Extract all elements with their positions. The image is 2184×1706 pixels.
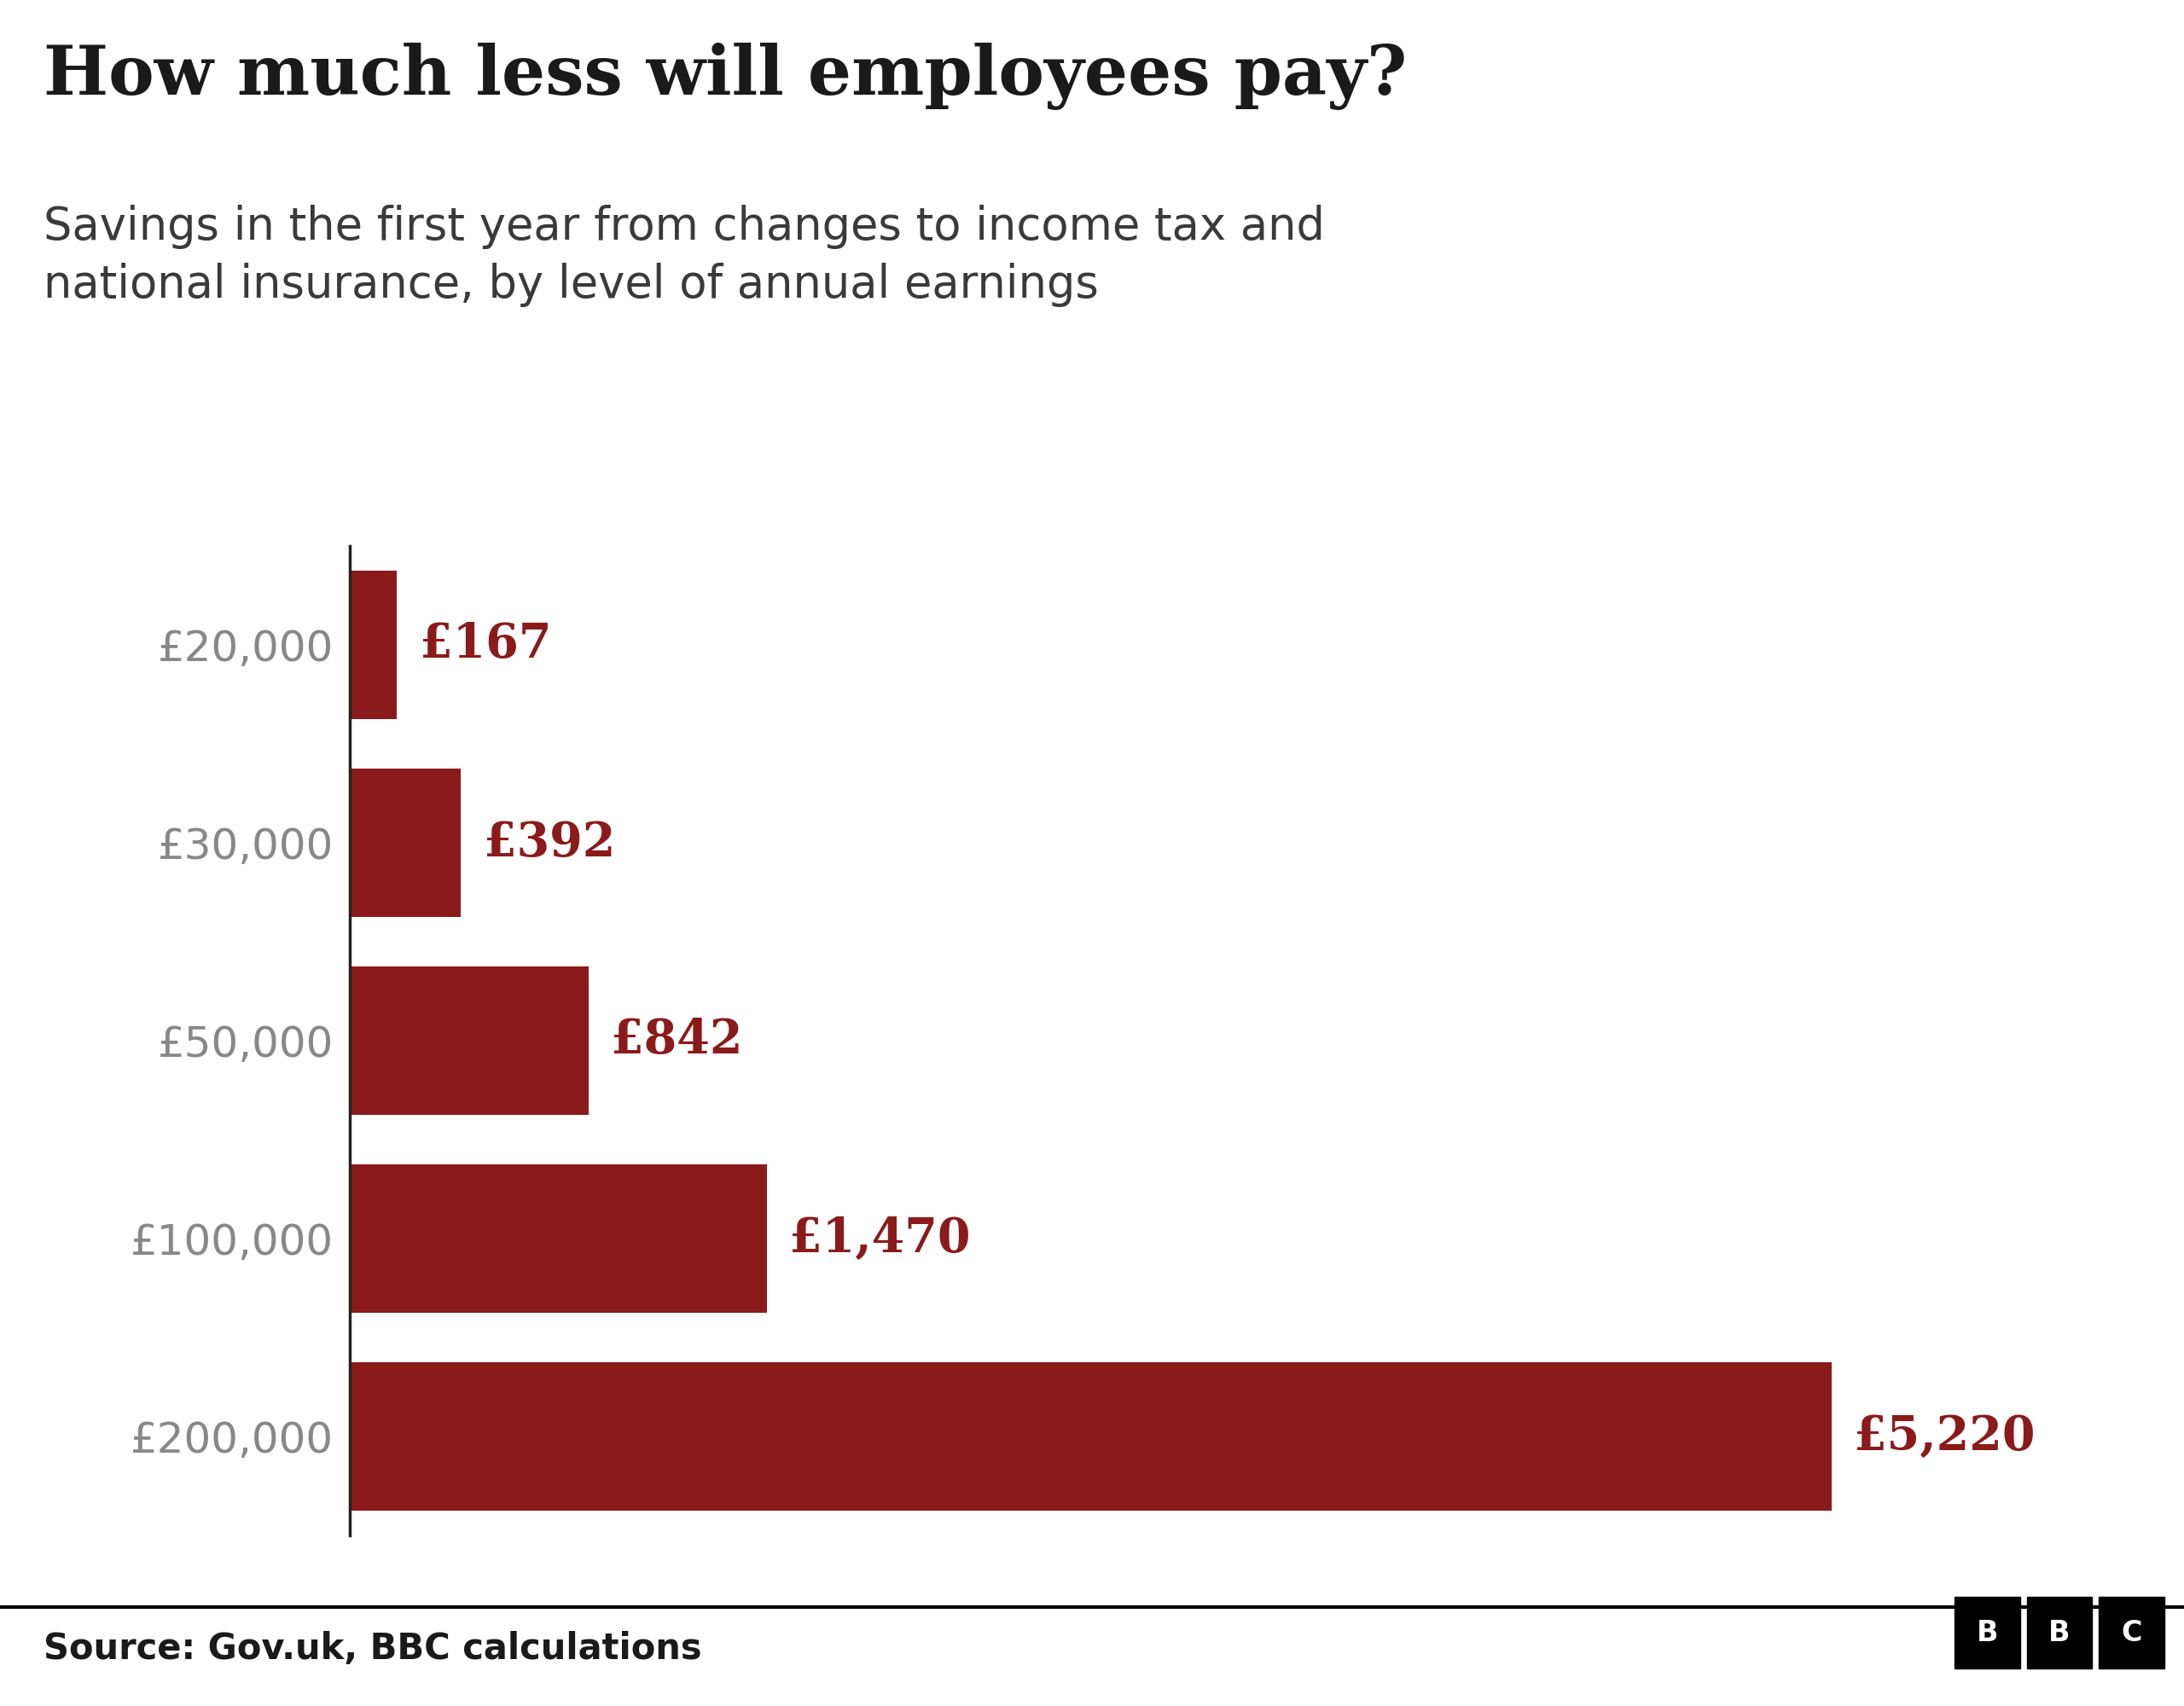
Text: £392: £392 bbox=[483, 819, 616, 867]
Text: £167: £167 bbox=[419, 621, 550, 669]
Text: Source: Gov.uk, BBC calculations: Source: Gov.uk, BBC calculations bbox=[44, 1631, 701, 1667]
Text: £842: £842 bbox=[612, 1017, 743, 1065]
Text: How much less will employees pay?: How much less will employees pay? bbox=[44, 43, 1406, 109]
Text: B: B bbox=[2049, 1619, 2070, 1646]
Text: B: B bbox=[1977, 1619, 1998, 1646]
Bar bbox=[349, 570, 397, 720]
Text: Savings in the first year from changes to income tax and
national insurance, by : Savings in the first year from changes t… bbox=[44, 205, 1326, 307]
Text: C: C bbox=[2121, 1619, 2143, 1646]
Bar bbox=[349, 769, 461, 918]
Text: £5,220: £5,220 bbox=[1854, 1413, 2035, 1460]
Bar bbox=[349, 1361, 1832, 1512]
Bar bbox=[349, 1163, 767, 1314]
Bar bbox=[349, 966, 587, 1116]
Text: £1,470: £1,470 bbox=[791, 1215, 972, 1262]
